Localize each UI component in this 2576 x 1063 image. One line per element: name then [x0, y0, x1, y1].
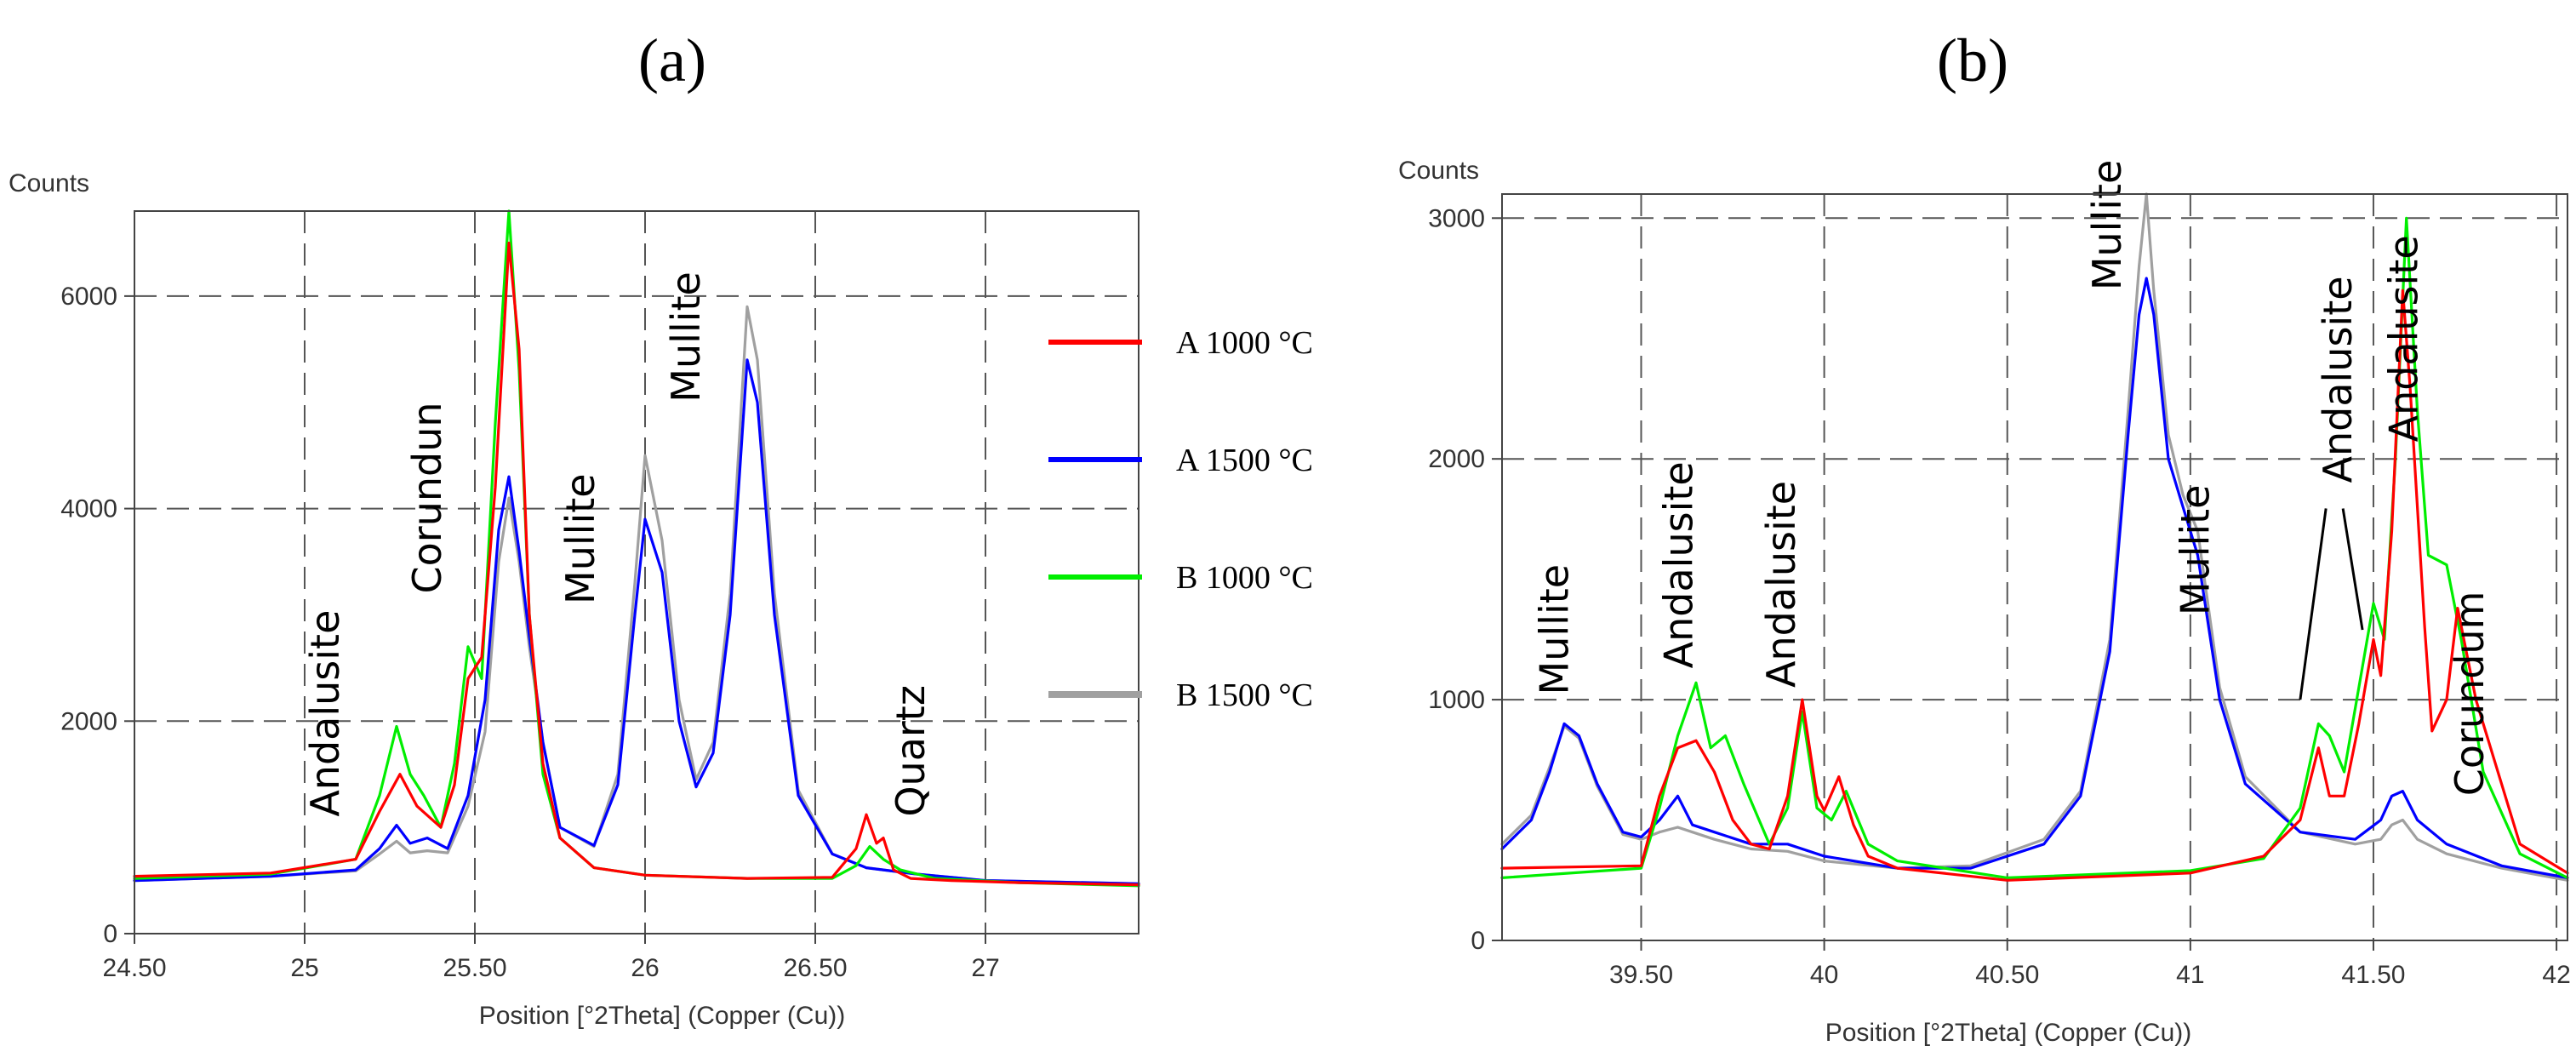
annotation-mullite: Mullite — [2084, 160, 2130, 291]
panel-b-y-axis-label: Counts — [1398, 157, 1479, 185]
panel-b-label: (b) — [1937, 26, 2008, 94]
annotation-andalusite: Andalusite — [1758, 481, 1804, 688]
annotation-mullite: Mullite — [1531, 564, 1577, 695]
legend-label: A 1000 °C — [1176, 325, 1313, 361]
legend-label: B 1500 °C — [1176, 677, 1313, 713]
annotation-pointer-line — [2299, 508, 2328, 700]
panel-b-x-axis-label: Position [°2Theta] (Copper (Cu)) — [1825, 1019, 2192, 1047]
x-tick-label: 42 — [2542, 961, 2570, 989]
series-b-1500-c-line — [1500, 192, 2569, 882]
x-tick-label: 39.50 — [1609, 961, 1673, 989]
panel-b-ticks: 39.50 40 40.50 41 41.50 42 0 1000 2000 3000 — [1428, 204, 2571, 989]
y-tick-label: 3000 — [1428, 204, 1485, 232]
series-a-1500-c-line — [1500, 277, 2569, 880]
annotation-mullite: Mullite — [663, 271, 709, 403]
panel-a-series — [133, 209, 1140, 888]
series-b-1000-c-line — [1500, 216, 2569, 880]
x-tick-label: 40 — [1810, 961, 1838, 989]
x-tick-label: 26 — [631, 954, 659, 982]
x-tick-label: 27 — [971, 954, 999, 982]
annotation-andalusite: Andalusite — [2381, 235, 2427, 442]
panel-a-label: (a) — [638, 26, 706, 94]
y-tick-label: 6000 — [60, 283, 117, 311]
y-tick-label: 2000 — [60, 707, 117, 735]
annotation-pointer-line — [2341, 508, 2364, 631]
x-tick-label: 24.50 — [102, 954, 166, 982]
x-tick-label: 41.50 — [2341, 961, 2405, 989]
panel-b-frame — [1501, 193, 2568, 941]
panel-a-frame — [134, 210, 1139, 934]
series-a-1000-c-line — [133, 241, 1140, 887]
x-tick-label: 40.50 — [1975, 961, 2039, 989]
x-tick-label: 25.50 — [443, 954, 506, 982]
annotation-andalusite: Andalusite — [302, 610, 348, 817]
y-tick-label: 4000 — [60, 495, 117, 523]
annotation-corundum: Corundum — [2447, 592, 2493, 797]
annotation-quartz: Quartz — [888, 685, 934, 817]
legend-label: B 1000 °C — [1176, 560, 1313, 596]
panel-a: (a) Counts Position [°2Theta] (Copper (C… — [9, 26, 1313, 1030]
y-tick-label: 0 — [1471, 927, 1485, 955]
annotation-mullite: Mullite — [2172, 485, 2218, 616]
series-a-1500-c-line — [133, 358, 1140, 885]
x-tick-label: 26.50 — [783, 954, 847, 982]
legend-label: A 1500 °C — [1176, 443, 1313, 478]
annotation-corundun: Corundun — [404, 402, 450, 593]
legend: A 1000 °C A 1500 °C B 1000 °C B 1500 °C — [1048, 325, 1313, 713]
panel-a-annotations: Andalusite Corundun Mullite Mullite Quartz — [302, 271, 934, 816]
panel-a-y-axis-label: Counts — [9, 169, 89, 197]
y-tick-label: 1000 — [1428, 686, 1485, 714]
x-tick-label: 41 — [2176, 961, 2204, 989]
y-tick-label: 0 — [103, 920, 117, 948]
y-tick-label: 2000 — [1428, 445, 1485, 473]
panel-a-ticks: 24.50 25 25.50 26 26.50 27 0 2000 4000 6000 — [60, 283, 999, 982]
panel-b-annotations: Mullite Andalusite Andalusite Mullite Mullit… — [1531, 160, 2493, 797]
panel-b-series — [1500, 192, 2569, 882]
panel-a-x-axis-label: Position [°2Theta] (Copper (Cu)) — [479, 1002, 846, 1030]
panel-b: (b) Counts Position [°2Theta] (Copper (C… — [1398, 26, 2571, 1047]
x-tick-label: 25 — [290, 954, 318, 982]
annotation-mullite: Mullite — [557, 473, 603, 604]
series-a-1000-c-line — [1500, 289, 2569, 882]
annotation-andalusite: Andalusite — [1656, 461, 1702, 668]
annotation-andalusite: Andalusite — [2315, 276, 2361, 483]
